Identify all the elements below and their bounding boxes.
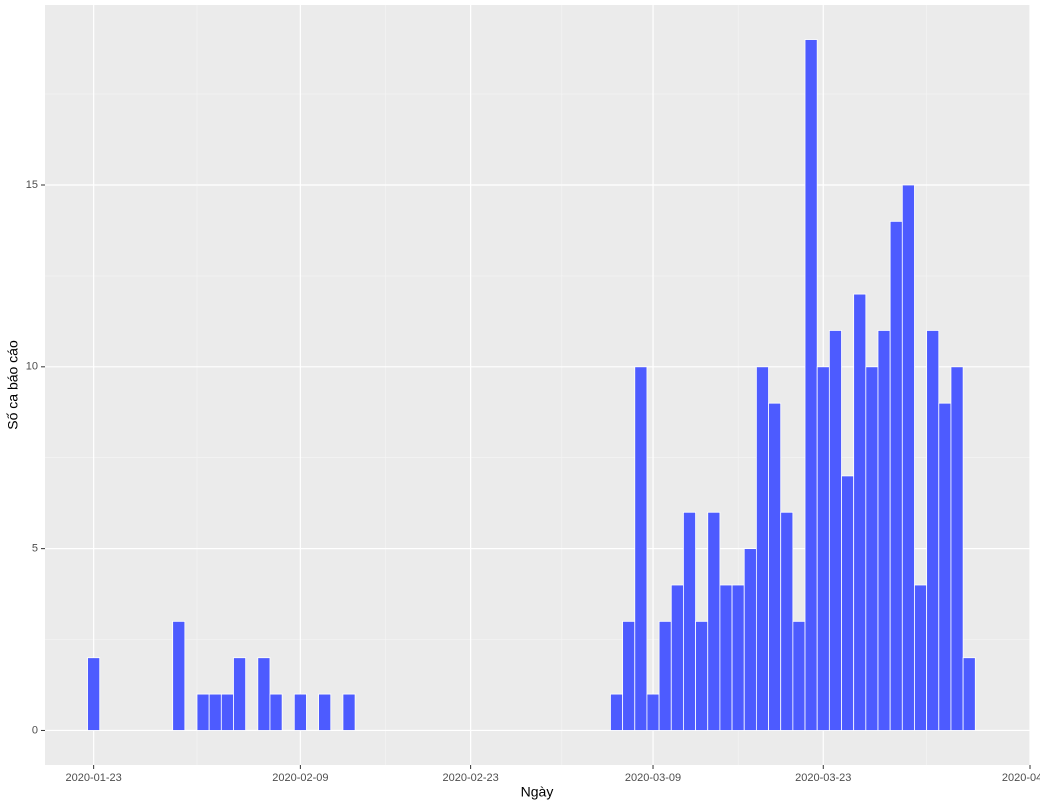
bar: [233, 657, 247, 731]
bar: [816, 366, 830, 731]
bar: [269, 693, 283, 731]
bar: [768, 402, 782, 731]
bar: [695, 620, 709, 731]
bar: [670, 584, 684, 731]
bar: [719, 584, 733, 731]
bar: [342, 693, 356, 731]
bar: [865, 366, 879, 731]
x-axis-label: Ngày: [521, 784, 554, 800]
bar: [683, 511, 696, 731]
bar: [622, 620, 636, 731]
bar: [877, 330, 891, 731]
x-tick-label: 2020-03-09: [625, 772, 681, 784]
bar: [172, 620, 186, 731]
y-axis-label: Số ca báo cáo: [5, 340, 21, 430]
y-tick-label: 5: [32, 543, 38, 555]
bar: [950, 366, 964, 731]
y-tick-label: 15: [26, 179, 38, 191]
bar: [731, 584, 745, 731]
bar: [646, 693, 660, 731]
marks: [87, 39, 976, 731]
x-tick-label: 2020-02-23: [442, 772, 498, 784]
bar: [938, 402, 952, 731]
bar: [634, 366, 648, 731]
bar: [780, 511, 794, 731]
bar: [293, 693, 307, 731]
bar: [792, 620, 806, 731]
x-tick-label: 2020-01-23: [66, 772, 122, 784]
bar: [257, 657, 271, 731]
bar: [828, 330, 842, 731]
bar: [889, 220, 903, 731]
bar: [220, 693, 234, 731]
bar: [962, 657, 976, 731]
bar: [804, 39, 818, 731]
bar: [914, 584, 928, 731]
bar: [707, 511, 721, 731]
x-tick-label: 2020-04-09: [1002, 772, 1040, 784]
bar: [208, 693, 222, 731]
bar: [755, 366, 769, 731]
bar: [658, 620, 672, 731]
bar: [743, 548, 757, 731]
bar: [901, 184, 915, 731]
bar: [87, 657, 101, 731]
x-tick-label: 2020-02-09: [272, 772, 328, 784]
bar: [841, 475, 855, 731]
bar: [318, 693, 332, 731]
bar: [926, 330, 940, 731]
x-tick-label: 2020-03-23: [795, 772, 851, 784]
y-tick-label: 0: [32, 724, 38, 736]
y-tick-label: 10: [26, 361, 38, 373]
bar: [196, 693, 210, 731]
bar: [610, 693, 624, 731]
bar: [853, 293, 867, 731]
